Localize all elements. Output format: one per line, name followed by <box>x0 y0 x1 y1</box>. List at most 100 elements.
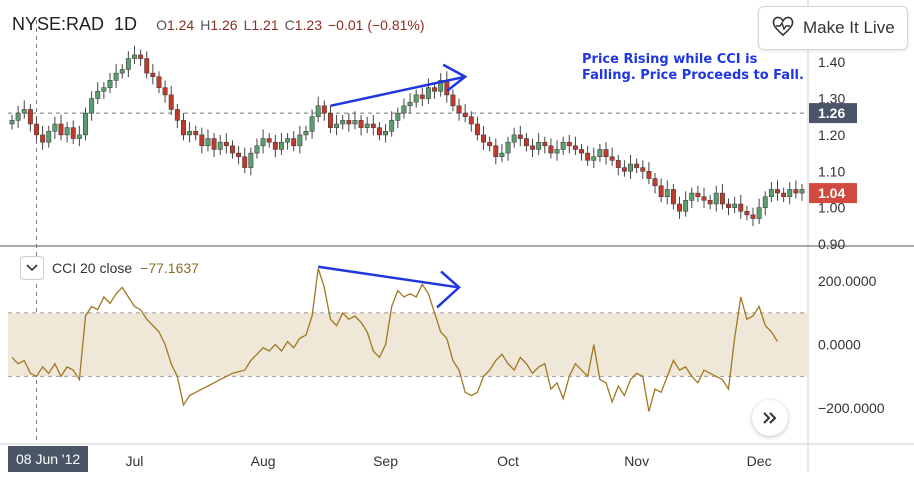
candle-body <box>327 112 333 128</box>
close-value: 1.23 <box>294 17 322 33</box>
candle-body <box>677 203 682 212</box>
candle-body <box>726 203 731 208</box>
candle-body <box>603 149 609 157</box>
price-pane <box>0 0 914 472</box>
candle-body <box>174 109 180 121</box>
candle-body <box>217 141 223 150</box>
candle-body <box>58 123 64 136</box>
cci-tick-label: 0.0000 <box>818 337 861 353</box>
candle-body <box>242 156 248 168</box>
candle-body <box>83 112 88 136</box>
symbol-legend: NYSE:RAD 1D O1.24 H1.26 L1.21 C1.23 −0.01 (−0… <box>12 14 431 35</box>
candle-body <box>358 120 364 128</box>
high-key: H <box>200 17 211 33</box>
double-chevron-right-icon <box>763 412 777 424</box>
candle-body <box>401 105 407 114</box>
candle-body <box>144 58 150 74</box>
candle-body <box>695 192 701 197</box>
candle-body <box>713 192 719 205</box>
chevron-down-icon <box>26 264 38 272</box>
price-axis: 1.40 1.30 1.20 1.10 1.00 0.90 1.26 1.04 <box>809 54 857 252</box>
candle-body <box>425 87 431 99</box>
candle-body <box>670 189 676 205</box>
candle-body <box>781 192 787 197</box>
candle-body <box>683 200 689 212</box>
candle-body <box>560 141 566 150</box>
candle-body <box>125 58 131 70</box>
crosshair-date-label: 08 Jun '12 <box>8 446 89 472</box>
close-key: C <box>284 17 295 33</box>
make-it-live-button[interactable]: Make It Live <box>758 6 908 50</box>
candle-body <box>376 127 382 136</box>
cci-tick-label: 200.0000 <box>818 273 877 289</box>
ohlc-values: O1.24 H1.26 L1.21 C1.23 −0.01 (−0.81%) <box>156 17 430 33</box>
candle-body <box>615 160 621 168</box>
price-tick-label: 1.40 <box>818 54 845 70</box>
candle-body <box>266 138 272 143</box>
candle-body <box>334 123 340 128</box>
candle-body <box>738 203 744 212</box>
candle-body <box>621 167 627 172</box>
candle-body <box>787 189 793 197</box>
candle-body <box>530 145 535 150</box>
candle-body <box>652 178 658 187</box>
candle-body <box>34 123 39 136</box>
timeframe-label[interactable]: 1D <box>114 14 138 34</box>
price-tick-label: 1.10 <box>818 163 845 179</box>
candle-body <box>658 185 664 197</box>
candle-body <box>150 72 156 77</box>
open-value: 1.24 <box>166 17 195 33</box>
candle-body <box>297 134 303 147</box>
candle-body <box>732 203 738 208</box>
candle-body <box>315 105 321 117</box>
candle-body <box>223 141 229 147</box>
collapse-pane-button[interactable] <box>20 256 44 280</box>
candle-body <box>132 54 137 59</box>
candle-body <box>487 141 493 147</box>
time-tick-label: Sep <box>373 453 398 469</box>
candle-body <box>756 207 762 219</box>
symbol-label[interactable]: NYSE:RAD <box>12 14 105 34</box>
candle-body <box>211 138 217 150</box>
candle-body <box>352 120 358 125</box>
time-tick-label: Nov <box>624 453 649 469</box>
annotation-line-2: Falling. Price Proceeds to Fall. <box>582 68 804 83</box>
candle-body <box>260 138 266 147</box>
make-it-live-label: Make It Live <box>803 18 895 37</box>
chart-annotation: Price Rising while CCI is Falling. Price… <box>582 52 804 84</box>
candle-body <box>493 145 499 157</box>
candle-body <box>89 98 95 114</box>
cci-value: −77.1637 <box>140 260 199 276</box>
candle-body <box>799 189 805 194</box>
price-label-text: 1.04 <box>818 185 845 201</box>
candle-body <box>340 120 346 125</box>
candle-body <box>52 123 58 132</box>
price-arrow-head <box>442 63 468 92</box>
candle-body <box>364 123 370 128</box>
candle-body <box>181 120 186 136</box>
candle-body <box>462 112 468 117</box>
candle-body <box>248 152 254 168</box>
candle-body <box>419 94 425 99</box>
cci-axis: 200.0000 0.0000 −200.0000 <box>818 273 885 416</box>
price-tick-label: 1.00 <box>818 200 845 216</box>
candle-body <box>389 120 395 132</box>
candle-body <box>542 141 548 147</box>
candle-body <box>701 196 707 201</box>
candle-body <box>230 145 235 154</box>
candle-body <box>370 123 376 128</box>
annotation-line-1: Price Rising while CCI is <box>582 52 758 67</box>
candle-body <box>168 94 174 110</box>
scroll-to-realtime-button[interactable] <box>752 400 788 436</box>
cci-arrow-head <box>436 270 461 309</box>
candle-body <box>187 131 193 136</box>
candle-body <box>511 134 517 143</box>
candle-body <box>309 116 315 132</box>
cci-tick-label: −200.0000 <box>818 400 885 416</box>
candle-body <box>572 145 578 150</box>
candle-body <box>303 131 309 136</box>
candle-body <box>21 109 27 114</box>
candle-body <box>432 87 438 92</box>
candle-body <box>585 152 591 161</box>
candle-body <box>321 105 327 114</box>
